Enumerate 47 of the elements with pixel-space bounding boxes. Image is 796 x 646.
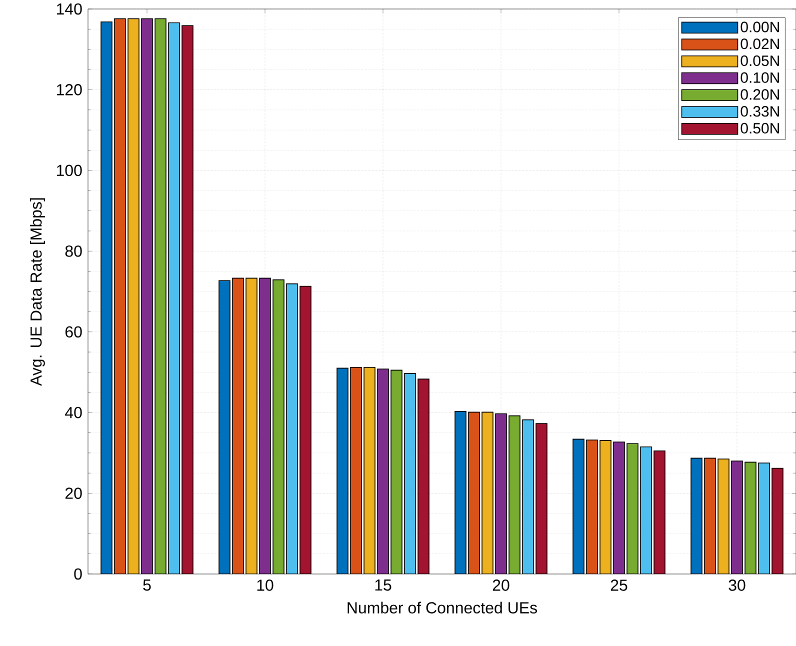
x-tick-label: 10	[257, 580, 274, 591]
bar	[182, 25, 194, 574]
bar	[731, 460, 743, 574]
bar	[758, 462, 770, 574]
bar	[654, 450, 666, 574]
y-tick-label: 20	[65, 488, 82, 499]
bar	[259, 278, 271, 574]
bar	[468, 412, 480, 574]
bar	[536, 423, 548, 574]
legend-label: 0.02N	[740, 38, 779, 50]
y-tick-label: 80	[65, 245, 82, 257]
bar	[640, 446, 652, 574]
legend-label: 0.00N	[740, 22, 779, 32]
bar	[522, 419, 534, 574]
legend-label: 0.10N	[740, 72, 779, 83]
bar	[613, 442, 625, 574]
bar	[495, 413, 507, 574]
bar	[114, 18, 126, 574]
bar	[377, 368, 389, 574]
y-axis-title: Avg. UE Data Rate [Mbps]	[30, 198, 45, 386]
legend-label: 0.20N	[740, 89, 779, 100]
legend-label: 0.50N	[740, 122, 779, 134]
bar	[168, 22, 180, 574]
bar	[404, 373, 416, 574]
x-tick-label: 30	[728, 580, 746, 591]
y-tick-label: 60	[65, 326, 82, 338]
legend-label: 0.05N	[740, 55, 779, 66]
y-tick-label: 40	[65, 406, 82, 418]
x-axis-title: Number of Connected UEs	[348, 602, 537, 614]
x-tick-label: 25	[610, 580, 628, 591]
bar	[300, 286, 312, 574]
bar	[141, 18, 153, 574]
x-tick-label: 20	[492, 580, 510, 591]
x-tick-label: 15	[375, 580, 392, 591]
x-tick-label: 5	[143, 580, 151, 591]
y-tick-label: 100	[56, 164, 82, 176]
bar	[772, 468, 784, 574]
y-tick-label: 140	[56, 3, 82, 15]
bar	[418, 378, 430, 574]
bar	[704, 458, 716, 574]
bar	[586, 440, 598, 574]
y-tick-label: 0	[74, 568, 82, 580]
y-tick-label: 120	[56, 84, 82, 96]
legend-label: 0.33N	[740, 106, 779, 117]
bar	[286, 283, 298, 574]
bar	[350, 366, 362, 574]
bar	[232, 278, 244, 574]
